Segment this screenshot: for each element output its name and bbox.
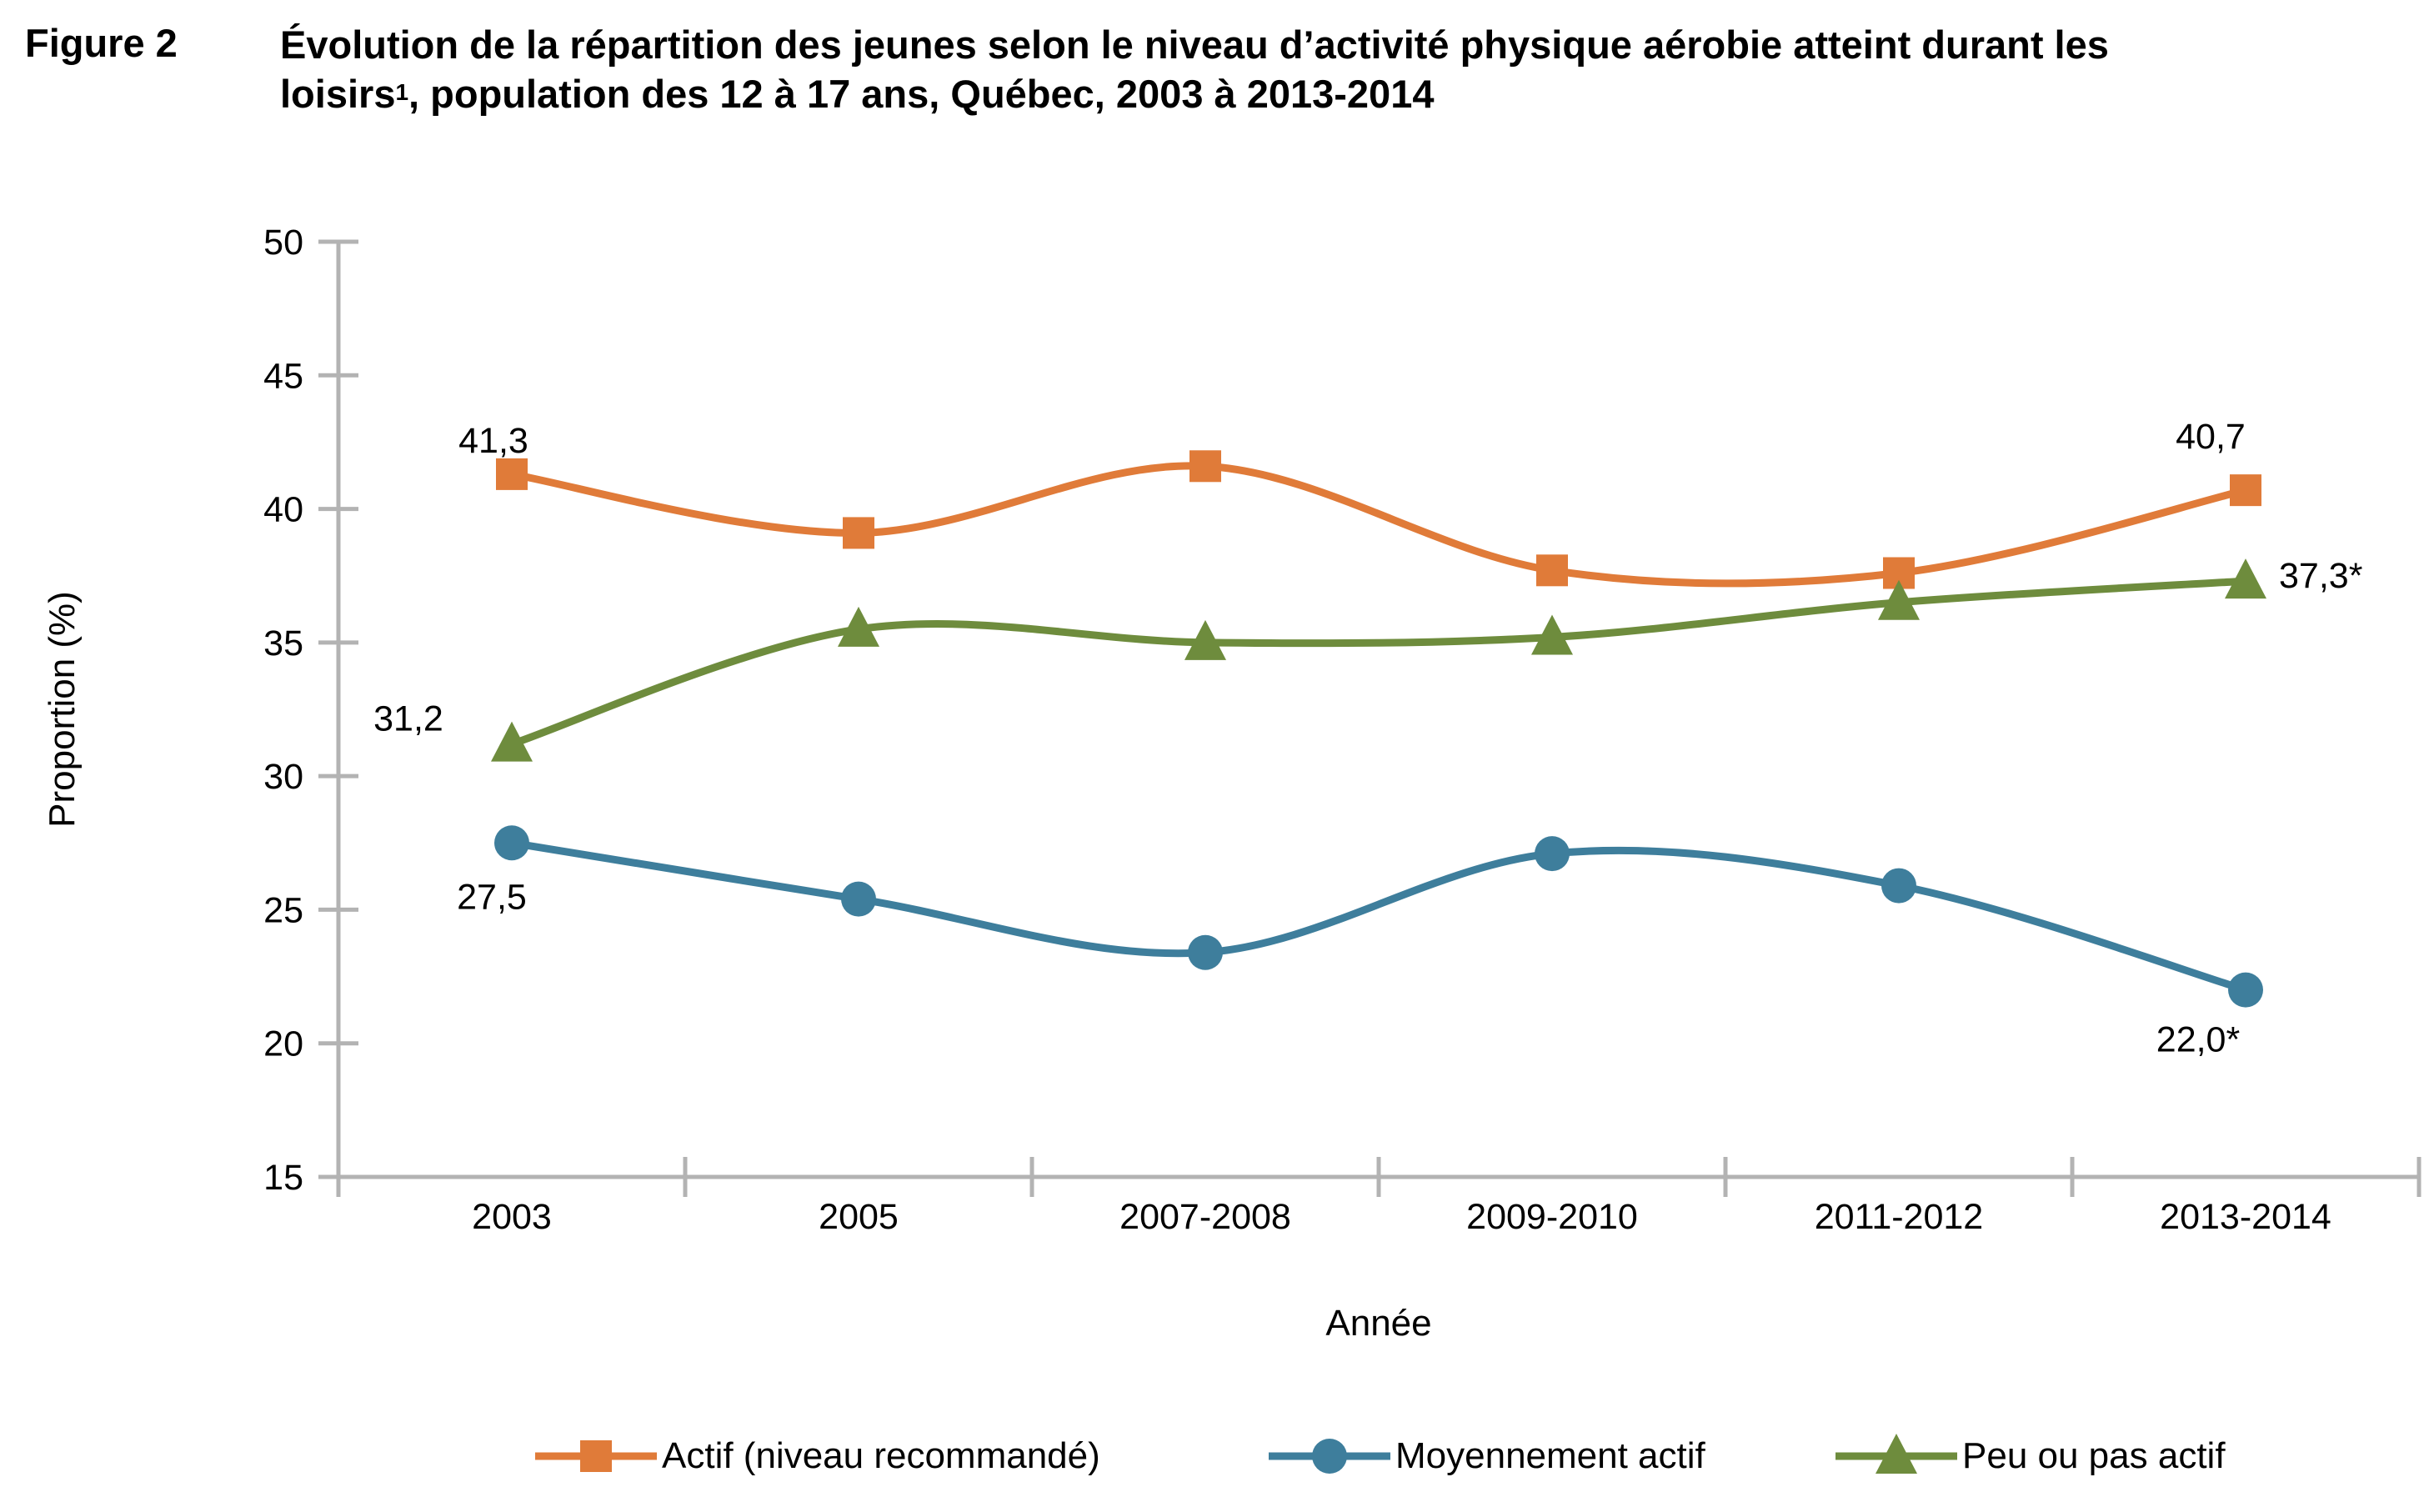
series-1-marker-circle [494, 825, 529, 861]
chart-legend: Actif (niveau recommandé) Moyennement act… [0, 1427, 2434, 1485]
series-0-marker-square [496, 458, 528, 490]
series-1-marker-circle [1188, 934, 1223, 970]
series-1-marker-circle [1535, 836, 1570, 872]
y-axis-title: Proportion (%) [42, 591, 83, 828]
footnote-marker: 1 [395, 79, 409, 105]
series-0-marker-square [1536, 554, 1568, 587]
chart-title: Évolution de la répartition des jeunes s… [280, 20, 2297, 118]
y-axis-tick-label: 30 [263, 757, 303, 797]
x-axis-category-label: 2007-2008 [1119, 1197, 1291, 1237]
y-axis-tick-label: 35 [263, 623, 303, 663]
x-axis-title: Année [1325, 1303, 1432, 1344]
series-2-marker-triangle [2225, 558, 2266, 599]
series-2-marker-triangle [1878, 579, 1920, 620]
chart-title-line1: Évolution de la répartition des jeunes s… [280, 23, 2109, 67]
legend-item-0: Actif (niveau recommandé) [533, 1427, 1100, 1485]
x-axis-category-label: 2009-2010 [1466, 1197, 1638, 1237]
legend-item-1: Moyennement actif [1267, 1427, 1705, 1485]
series-2-marker-triangle [1184, 619, 1226, 660]
series-0-marker-square [1189, 450, 1221, 483]
legend-key-square-icon [535, 1440, 657, 1472]
series-2-marker-triangle [838, 606, 879, 647]
series-2-marker-triangle [491, 721, 533, 762]
y-axis-tick-label: 40 [263, 490, 303, 530]
legend-label-1: Moyennement actif [1395, 1435, 1705, 1476]
y-axis-tick-label: 20 [263, 1024, 303, 1064]
series-line-2 [508, 577, 2250, 748]
legend-label-2: Peu ou pas actif [1962, 1435, 2226, 1476]
data-point-label: 41,3 [458, 421, 528, 461]
x-axis-category-label: 2011-2012 [1815, 1197, 1983, 1237]
data-point-label: 37,3* [2279, 556, 2363, 596]
legend-key-circle-icon [1269, 1439, 1390, 1474]
series-0-marker-square [2230, 474, 2261, 507]
series-0-marker-square [843, 517, 874, 549]
y-axis-tick-label: 45 [263, 356, 303, 396]
legend-key-triangle-icon [1836, 1434, 1957, 1474]
x-axis-category-label: 2013-2014 [2160, 1197, 2331, 1237]
y-axis-tick-label: 15 [263, 1158, 303, 1198]
chart-title-line2: loisirs1, population des 12 à 17 ans, Qu… [280, 72, 1435, 116]
data-point-label: 40,7 [2176, 417, 2246, 457]
x-axis-category-label: 2005 [819, 1197, 899, 1237]
series-line-0 [508, 462, 2250, 588]
data-point-label: 27,5 [457, 877, 527, 917]
series-line-1 [508, 839, 2250, 994]
series-1-marker-circle [1881, 868, 1916, 904]
series-1-marker-circle [2228, 972, 2263, 1008]
series-1-marker-circle [841, 881, 876, 917]
data-point-label: 31,2 [373, 699, 443, 739]
y-axis-tick-label: 25 [263, 890, 303, 930]
y-axis-tick-label: 50 [263, 223, 303, 263]
legend-label-0: Actif (niveau recommandé) [662, 1435, 1100, 1476]
series-2-marker-triangle [1531, 614, 1573, 655]
legend-item-2: Peu ou pas actif [1834, 1427, 2226, 1485]
data-point-label: 22,0* [2156, 1020, 2241, 1060]
figure-number-label: Figure 2 [25, 21, 178, 65]
x-axis-category-label: 2003 [472, 1197, 552, 1237]
